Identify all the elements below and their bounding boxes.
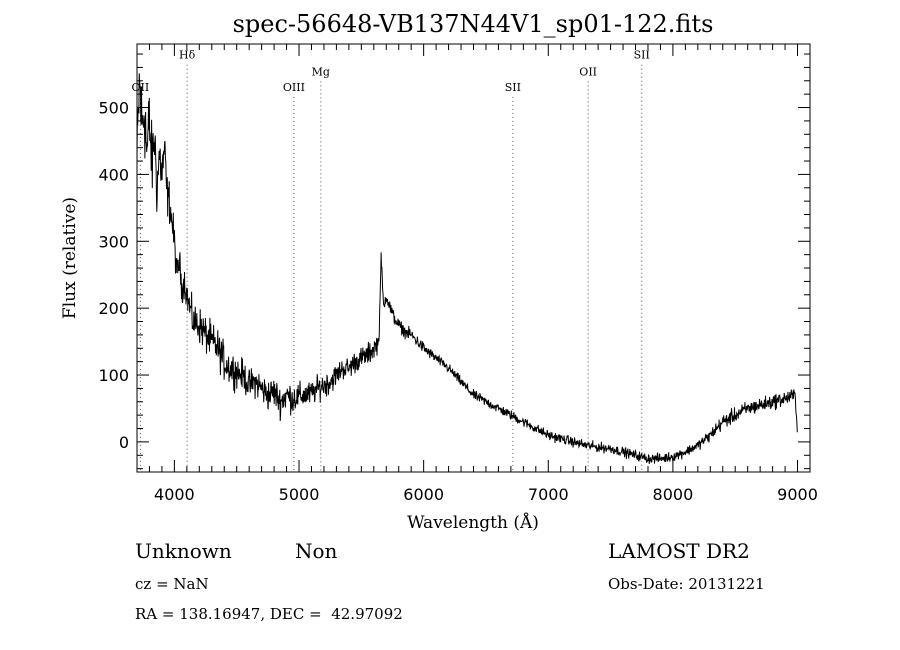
chart-title: spec-56648-VB137N44V1_sp01-122.fits — [233, 10, 714, 38]
spectral-line-label: OII — [579, 65, 597, 78]
spectral-line-label: Hδ — [179, 49, 196, 62]
spectral-line-label: SII — [634, 49, 650, 62]
spectral-line-markers: OII Hδ OIII Mg SII OII SII — [132, 49, 650, 472]
x-tick-label: 7000 — [528, 485, 569, 504]
x-tick-label: 8000 — [653, 485, 694, 504]
obs-date-text: Obs-Date: 20131221 — [608, 575, 765, 593]
spectral-line-label: Mg — [312, 65, 330, 78]
y-tick-label: 500 — [98, 99, 129, 118]
plot-area — [136, 73, 798, 464]
y-tick-label: 400 — [98, 165, 129, 184]
x-tick-label: 9000 — [777, 485, 818, 504]
spectral-line-label: SII — [505, 81, 521, 94]
survey-label: LAMOST DR2 — [608, 539, 750, 563]
x-axis-label: Wavelength (Å) — [407, 512, 539, 533]
x-tick-label: 5000 — [279, 485, 320, 504]
plot-frame — [136, 43, 811, 473]
y-tick-label: 0 — [119, 433, 129, 452]
x-tick-label: 4000 — [154, 485, 195, 504]
axis-ticks: 4000 5000 6000 7000 8000 9000 0 100 200 300 400 500 — [98, 44, 818, 504]
spectral-line-label: OIII — [283, 81, 305, 94]
x-tick-label: 6000 — [403, 485, 444, 504]
spectral-line-label: OII — [132, 81, 150, 94]
class-label: Unknown — [135, 539, 232, 563]
cz-text: cz = NaN — [135, 575, 209, 593]
y-tick-label: 200 — [98, 299, 129, 318]
y-tick-label: 100 — [98, 366, 129, 385]
y-tick-label: 300 — [98, 232, 129, 251]
subclass-label: Non — [295, 539, 338, 563]
y-axis-label: Flux (relative) — [60, 197, 80, 319]
spectrum-line — [136, 73, 798, 464]
coords-text: RA = 138.16947, DEC = 42.97092 — [135, 605, 403, 623]
